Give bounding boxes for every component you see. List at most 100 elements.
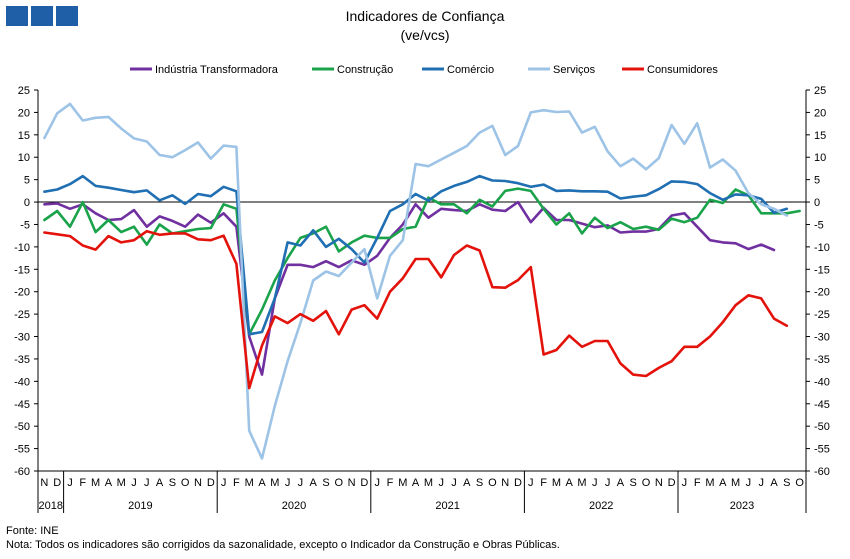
y-tick-label-right: 0 [814, 197, 820, 209]
x-month-label: M [577, 477, 586, 489]
source-note: Fonte: INE [6, 525, 59, 537]
legend-label: Serviços [553, 64, 596, 76]
x-month-label: A [566, 477, 574, 489]
y-tick-label-left: 5 [24, 175, 30, 187]
x-month-label: N [501, 477, 509, 489]
x-month-label: F [233, 477, 240, 489]
x-month-label: A [258, 477, 266, 489]
x-month-label: O [488, 477, 497, 489]
x-year-label: 2018 [39, 500, 63, 512]
x-month-label: A [617, 477, 625, 489]
y-tick-label-left: -40 [14, 376, 30, 388]
y-tick-label-right: -50 [814, 421, 830, 433]
x-month-label: M [270, 477, 279, 489]
x-month-label: O [335, 477, 344, 489]
y-tick-label-right: 10 [814, 152, 826, 164]
legend-label: Indústria Transformadora [155, 64, 279, 76]
y-tick-label-left: -15 [14, 264, 30, 276]
x-month-label: O [795, 477, 804, 489]
x-month-label: N [348, 477, 356, 489]
x-month-label: J [438, 477, 444, 489]
series-line-1 [43, 200, 776, 376]
y-tick-label-right: -20 [814, 287, 830, 299]
x-month-label: M [731, 477, 740, 489]
y-tick-label-left: 0 [24, 197, 30, 209]
x-month-label: D [360, 477, 368, 489]
series-line-2 [43, 187, 801, 336]
y-tick-label-right: -60 [814, 466, 830, 478]
series-line-5 [43, 229, 789, 390]
y-tick-label-left: 25 [18, 85, 30, 97]
x-month-label: J [298, 477, 304, 489]
x-month-label: O [642, 477, 651, 489]
y-tick-label-left: -55 [14, 444, 30, 456]
x-month-label: A [463, 477, 471, 489]
y-tick-label-left: -45 [14, 399, 30, 411]
x-month-label: M [424, 477, 433, 489]
x-month-label: A [719, 477, 727, 489]
legend-label: Comércio [447, 64, 494, 76]
x-month-label: A [105, 477, 113, 489]
x-month-label: M [117, 477, 126, 489]
logo-block-3 [56, 6, 78, 26]
x-month-label: S [169, 477, 176, 489]
y-tick-label-left: -35 [14, 354, 30, 366]
y-tick-label-right: 25 [814, 85, 826, 97]
x-month-label: J [451, 477, 457, 489]
x-month-label: J [605, 477, 611, 489]
x-month-label: J [144, 477, 150, 489]
x-month-label: J [131, 477, 137, 489]
y-tick-label-right: -10 [814, 242, 830, 254]
x-month-label: J [682, 477, 688, 489]
x-month-label: M [245, 477, 254, 489]
y-tick-label-left: -25 [14, 309, 30, 321]
x-month-label: J [528, 477, 534, 489]
footnote: Nota: Todos os indicadores são corrigido… [6, 539, 560, 551]
y-tick-label-left: -50 [14, 421, 30, 433]
x-month-label: O [181, 477, 190, 489]
y-tick-label-right: 20 [814, 107, 826, 119]
y-tick-label-right: -30 [814, 332, 830, 344]
logo-block-1 [6, 6, 28, 26]
x-month-label: S [322, 477, 329, 489]
x-month-label: M [552, 477, 561, 489]
x-month-label: N [194, 477, 202, 489]
legend-label: Construção [337, 64, 393, 76]
x-month-label: S [783, 477, 790, 489]
x-month-label: N [40, 477, 48, 489]
series-line-3 [43, 174, 789, 336]
y-tick-label-right: 15 [814, 130, 826, 142]
chart-subtitle: (ve/vcs) [400, 27, 450, 43]
y-tick-label-right: -45 [814, 399, 830, 411]
x-month-label: S [476, 477, 483, 489]
x-month-label: J [746, 477, 752, 489]
y-tick-label-right: -5 [814, 219, 824, 231]
x-month-label: S [630, 477, 637, 489]
y-tick-label-right: -25 [814, 309, 830, 321]
x-year-label: 2019 [128, 500, 152, 512]
series-line-4 [43, 102, 789, 460]
y-tick-label-right: -40 [814, 376, 830, 388]
x-month-label: J [67, 477, 73, 489]
y-tick-label-right: -35 [814, 354, 830, 366]
x-month-label: F [694, 477, 701, 489]
x-month-label: F [79, 477, 86, 489]
x-month-label: D [53, 477, 61, 489]
x-month-label: J [758, 477, 764, 489]
y-tick-label-left: 15 [18, 130, 30, 142]
y-tick-label-left: -10 [14, 242, 30, 254]
x-month-label: D [668, 477, 676, 489]
x-month-label: J [221, 477, 227, 489]
x-year-label: 2020 [282, 500, 306, 512]
x-month-label: D [207, 477, 215, 489]
legend-label: Consumidores [647, 64, 718, 76]
x-month-label: A [310, 477, 318, 489]
chart-title: Indicadores de Confiança [345, 8, 505, 24]
x-month-label: F [387, 477, 394, 489]
x-month-label: M [91, 477, 100, 489]
x-month-label: A [412, 477, 420, 489]
y-tick-label-left: -20 [14, 287, 30, 299]
x-month-label: D [514, 477, 522, 489]
x-month-label: M [398, 477, 407, 489]
x-month-label: M [705, 477, 714, 489]
